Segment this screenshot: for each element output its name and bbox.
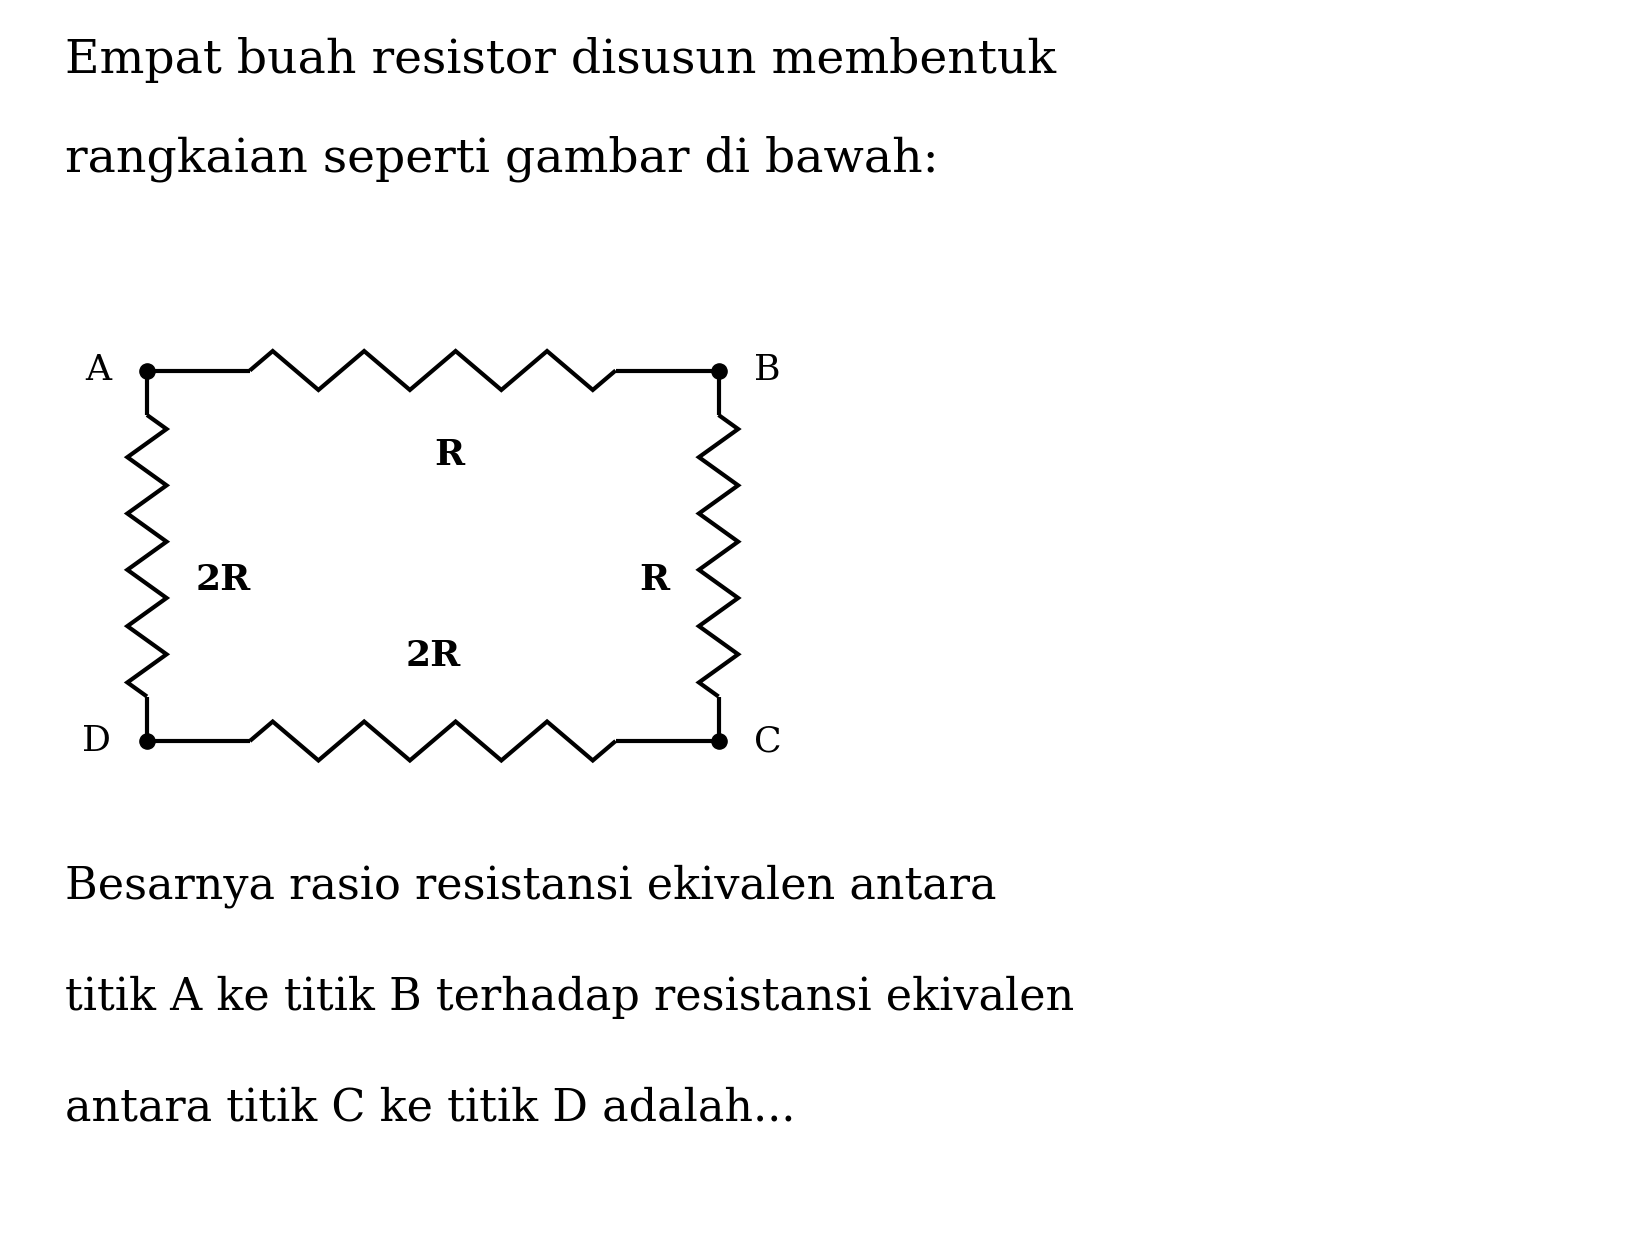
Text: Empat buah resistor disusun membentuk: Empat buah resistor disusun membentuk [65, 37, 1056, 83]
Text: D: D [82, 724, 111, 758]
Point [134, 731, 160, 751]
Text: rangkaian seperti gambar di bawah:: rangkaian seperti gambar di bawah: [65, 136, 938, 183]
Point [134, 361, 160, 380]
Point [705, 361, 731, 380]
Point [705, 731, 731, 751]
Text: Besarnya rasio resistansi ekivalen antara: Besarnya rasio resistansi ekivalen antar… [65, 864, 996, 908]
Text: antara titik C ke titik D adalah...: antara titik C ke titik D adalah... [65, 1087, 795, 1130]
Text: C: C [754, 724, 782, 758]
Text: R: R [640, 563, 669, 598]
Text: B: B [754, 353, 780, 388]
Text: 2R: 2R [196, 563, 251, 598]
Text: R: R [434, 438, 463, 473]
Text: A: A [85, 353, 111, 388]
Text: titik A ke titik B terhadap resistansi ekivalen: titik A ke titik B terhadap resistansi e… [65, 976, 1074, 1019]
Text: 2R: 2R [405, 638, 460, 673]
